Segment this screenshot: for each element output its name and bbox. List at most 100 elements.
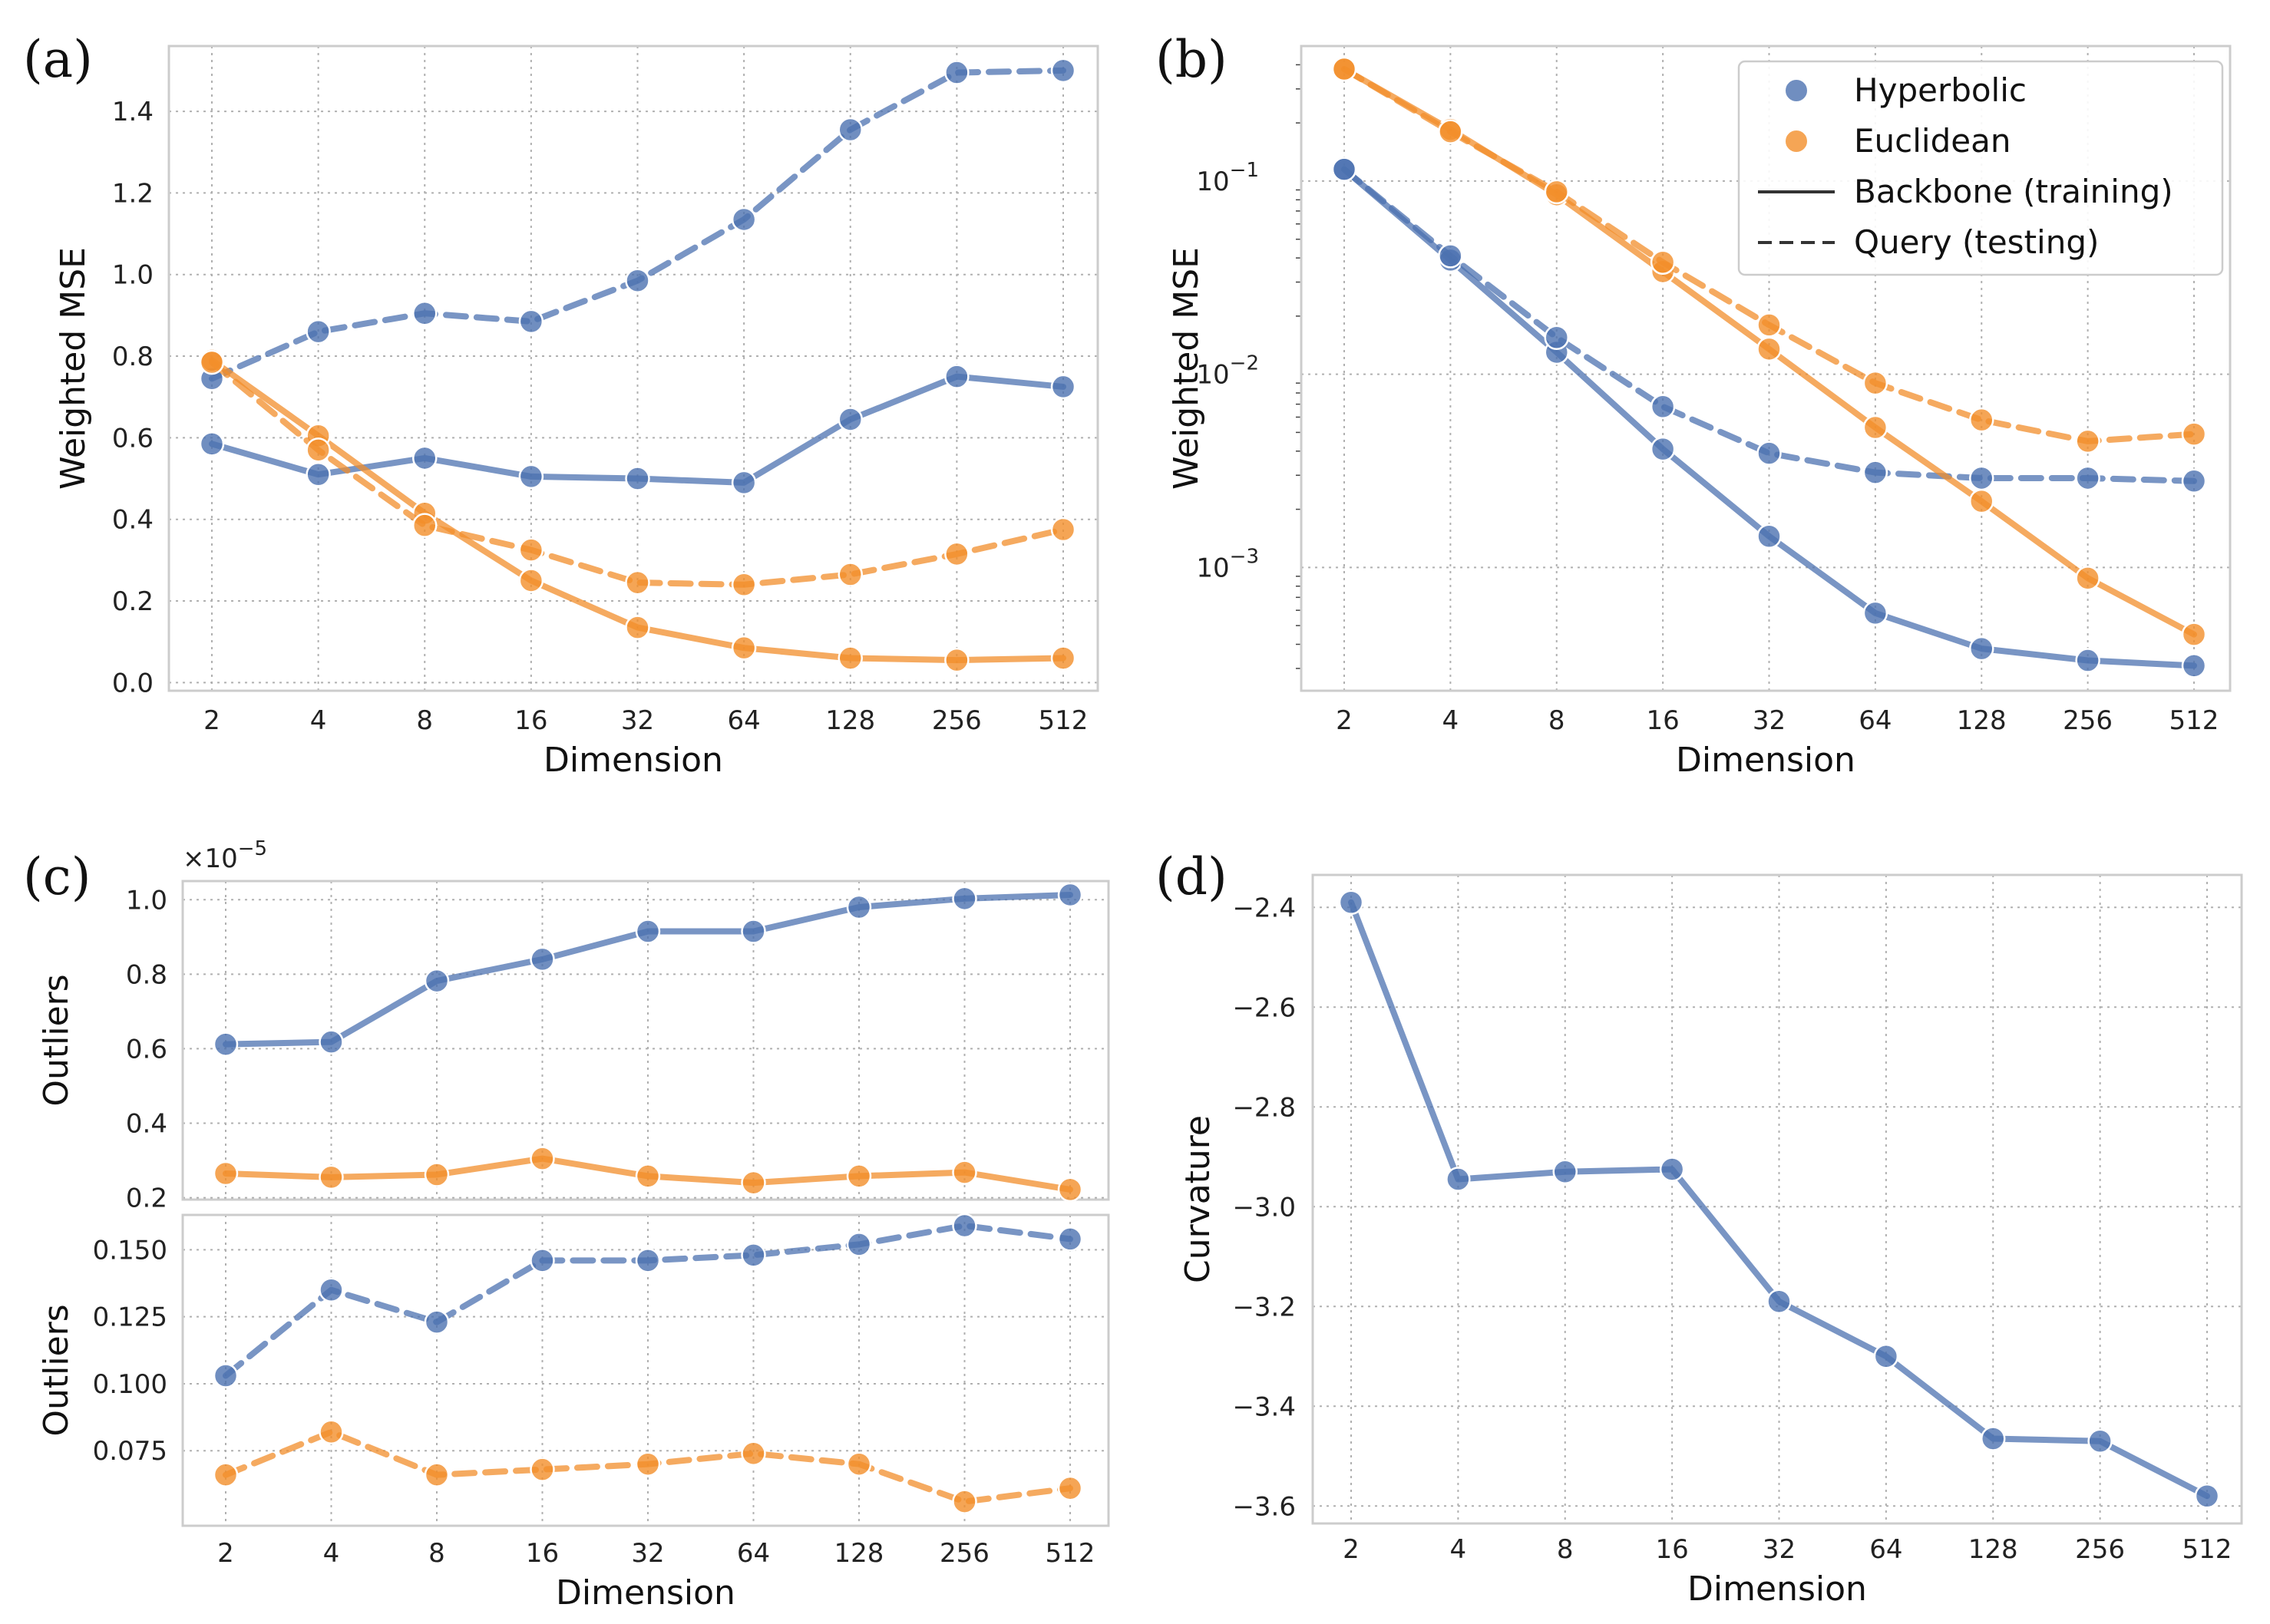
data-point [741,1243,766,1268]
panel-5: −3.6 −3.4 −3.2 −3.0 −2.8 −2.6 −2.4 2 4 8 16 32 64 128… [1155,847,2243,1609]
x-tick-label: 2 [203,705,220,736]
data-point [635,1248,661,1273]
y-tick-label: 0.2 [126,1183,167,1214]
data-point [306,319,331,345]
panel-4: 0.075 0.100 0.125 0.150 2 4 8 16 32 64 128 256 512 Di… [37,1213,1110,1612]
data-point [944,647,970,673]
data-point [944,364,970,389]
x-tick-label: 32 [631,1538,664,1569]
y-tick-label: −2.6 [1232,992,1296,1023]
y-tick-exponent: −3 [1230,545,1259,568]
x-tick-label: 8 [416,705,433,736]
x-tick-label: 128 [825,705,875,736]
x-tick-label: 512 [1046,1538,1095,1569]
data-point [2181,421,2207,447]
data-point [1766,1289,1792,1314]
plot-frame [181,880,1110,1201]
x-tick-label: 128 [1957,705,2007,736]
data-point [1969,465,1994,491]
data-point [1756,523,1782,549]
data-point [412,513,438,538]
y-tick-label: 0.6 [112,423,154,454]
legend-marker-hyperbolic [1784,78,1809,103]
x-tick-label: 4 [1450,1534,1467,1565]
data-point [1981,1426,2006,1451]
data-point [2181,653,2207,678]
x-tick-label: 2 [1343,1534,1360,1565]
x-tick-label: 256 [940,1538,990,1569]
data-point [635,919,661,944]
y-axis-label: Weighted MSE [1167,247,1206,490]
data-point [846,1451,872,1477]
data-point [846,1232,872,1257]
data-point [2194,1484,2220,1509]
data-point [1756,336,1782,362]
data-point [2181,468,2207,494]
data-point [1862,370,1888,396]
y-tick-label: 0.4 [126,1108,167,1139]
data-point [2075,465,2100,491]
data-point [846,1164,872,1189]
data-point [625,569,650,596]
data-point [952,886,977,912]
data-point [518,537,544,563]
data-point [2181,622,2207,647]
x-tick-label: 64 [737,1538,770,1569]
data-point [625,615,650,640]
data-point [1756,312,1782,338]
plot-frame [167,45,1099,692]
y-tick-label: 1.2 [112,178,154,209]
data-point [952,1213,977,1239]
x-tick-label: 512 [1039,705,1089,736]
x-tick-label: 512 [2169,705,2219,736]
x-axis-label: Dimension [556,1573,735,1612]
data-point [635,1164,661,1189]
data-point [731,470,757,496]
y-axis-label: Outliers [37,974,76,1106]
data-point [213,1032,239,1057]
plot-frame [181,1213,1110,1527]
data-point [424,968,450,994]
legend-box [1737,60,2224,276]
data-point [518,464,544,490]
y-tick-base: 10 [1196,553,1229,583]
x-tick-label: 256 [932,705,982,736]
data-point [625,268,650,293]
data-point [731,635,757,661]
offset-base: ×10 [183,843,238,874]
x-tick-label: 4 [310,705,327,736]
y-tick-label: 0.8 [112,342,154,372]
data-point [213,1160,239,1187]
x-tick-label: 32 [1753,705,1786,736]
data-point [1650,249,1676,275]
data-point [412,445,438,471]
data-point [1446,1167,1471,1192]
x-tick-label: 4 [1442,705,1459,736]
data-point [838,407,863,432]
x-tick-label: 512 [2182,1534,2232,1565]
offset-exponent: −5 [238,837,267,860]
panel-3: 0.2 0.4 0.6 0.8 1.0 ×10−5 Outliers (c) [23,837,1110,1214]
y-tick-label: 0.150 [93,1235,167,1266]
data-point [1438,119,1463,144]
x-tick-label: 256 [2075,1534,2125,1565]
y-tick-label: 10−2 [1196,352,1259,391]
y-tick-label: 1.0 [112,260,154,291]
data-point [319,1277,344,1303]
panel-label: (a) [23,30,93,89]
data-point [199,349,225,375]
data-point [412,300,438,326]
x-tick-label: 16 [1655,1534,1688,1565]
data-point [944,541,970,567]
data-point [1050,645,1076,671]
data-point [306,437,331,463]
data-point [846,894,872,920]
data-point [530,946,555,972]
x-tick-label: 2 [1336,705,1353,736]
y-tick-label: −3.4 [1232,1391,1296,1422]
data-point [1862,414,1888,441]
y-tick-label: 1.0 [126,885,167,916]
data-point [1969,635,1994,662]
data-point [1862,460,1888,485]
